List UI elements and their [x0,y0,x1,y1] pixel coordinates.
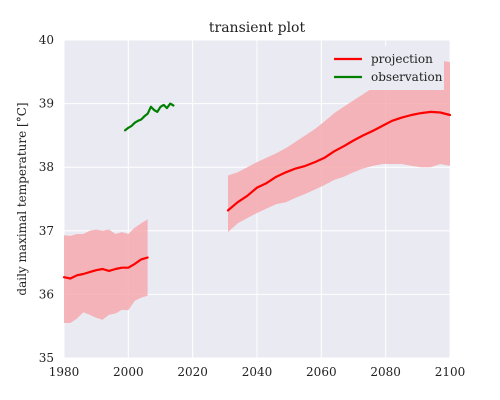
x-axis: 1980 2000 2020 2040 2060 2080 2100 [49,365,466,379]
x-tick-label: 2040 [242,365,273,379]
y-axis: 35 36 37 38 39 40 [39,33,54,365]
series-layer [62,59,452,323]
y-tick-label: 36 [39,287,54,301]
projection-line-1 [62,256,149,280]
legend-box [322,46,444,90]
x-tick-label: 2020 [177,365,208,379]
y-tick-label: 38 [39,160,54,174]
x-tick-label: 2060 [306,365,337,379]
projection-line-2 [226,110,452,212]
x-tick-label: 2000 [113,365,144,379]
projection-uncertainty-band-2 [228,59,450,233]
chart-title: transient plot [209,20,306,36]
legend-label-observation: observation [371,70,443,84]
observation-line-1 [123,102,175,132]
x-tick-label: 1980 [49,365,80,379]
legend: projection observation [322,46,444,90]
y-tick-label: 37 [39,224,54,238]
y-axis-label: daily maximal temperature [°C] [15,102,29,295]
projection-uncertainty-band-1 [64,219,148,323]
y-tick-label: 39 [39,97,54,111]
x-tick-label: 2080 [370,365,401,379]
x-tick-label: 2100 [435,365,466,379]
y-tick-label: 35 [39,351,54,365]
y-tick-label: 40 [39,33,54,47]
legend-label-projection: projection [371,52,433,66]
